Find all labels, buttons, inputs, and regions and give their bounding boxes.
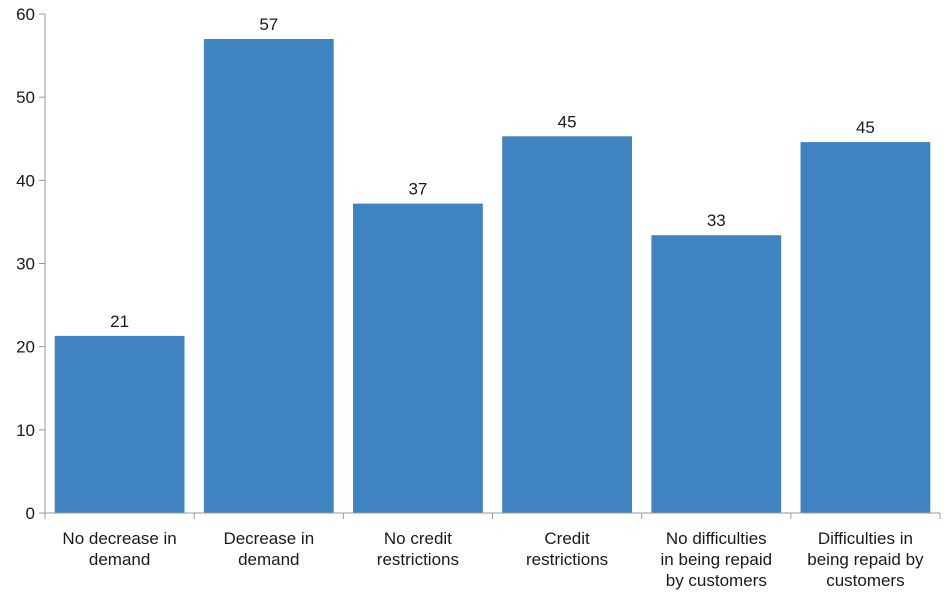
data-label-2: 37 [408, 180, 427, 199]
y-tick-label-0: 0 [26, 504, 35, 523]
data-label-4: 33 [707, 211, 726, 230]
data-label-1: 57 [259, 15, 278, 34]
x-category-label-line: Decrease in [223, 529, 314, 548]
x-category-label-line: being repaid by [807, 550, 924, 569]
x-category-label-line: by customers [666, 571, 767, 590]
data-label-5: 45 [856, 118, 875, 137]
x-category-label-line: No decrease in [62, 529, 176, 548]
x-category-label-line: in being repaid [661, 550, 773, 569]
x-category-label-0: No decrease in demand [62, 529, 176, 569]
y-tick-label-5: 50 [16, 88, 35, 107]
bars-group [54, 39, 931, 514]
data-label-0: 21 [110, 312, 129, 331]
x-category-label-4: No difficulties in being repaid by custome… [661, 529, 773, 590]
bar-1 [203, 39, 334, 513]
x-category-label-line: restrictions [377, 550, 459, 569]
x-category-label-1: Decrease in demand [223, 529, 314, 569]
labels-group: 21 57 37 45 33 45 0 10 20 30 40 50 60 No decrease in d… [16, 5, 924, 590]
y-tick-label-4: 40 [16, 171, 35, 190]
x-category-label-line: Difficulties in [818, 529, 913, 548]
y-tick-label-6: 60 [16, 5, 35, 24]
x-category-label-line: demand [238, 550, 299, 569]
bar-2 [353, 203, 483, 513]
x-category-label-line: No credit [384, 529, 452, 548]
bar-3 [502, 136, 632, 514]
y-tick-label-3: 30 [16, 255, 35, 274]
axes-group [39, 13, 941, 519]
x-category-label-3: Credit restrictions [526, 529, 608, 569]
x-category-label-line: restrictions [526, 550, 608, 569]
x-category-label-line: No difficulties [666, 529, 767, 548]
bar-4 [651, 235, 782, 513]
y-tick-label-1: 10 [16, 421, 35, 440]
bar-5 [800, 142, 931, 513]
x-category-label-5: Difficulties in being repaid by customers [807, 529, 924, 590]
x-category-label-2: No credit restrictions [377, 529, 459, 569]
x-category-label-line: customers [826, 571, 904, 590]
y-tick-label-2: 20 [16, 338, 35, 357]
x-category-label-line: Credit [544, 529, 590, 548]
bar-0 [54, 335, 185, 513]
x-category-label-line: demand [89, 550, 150, 569]
data-label-3: 45 [558, 112, 577, 131]
